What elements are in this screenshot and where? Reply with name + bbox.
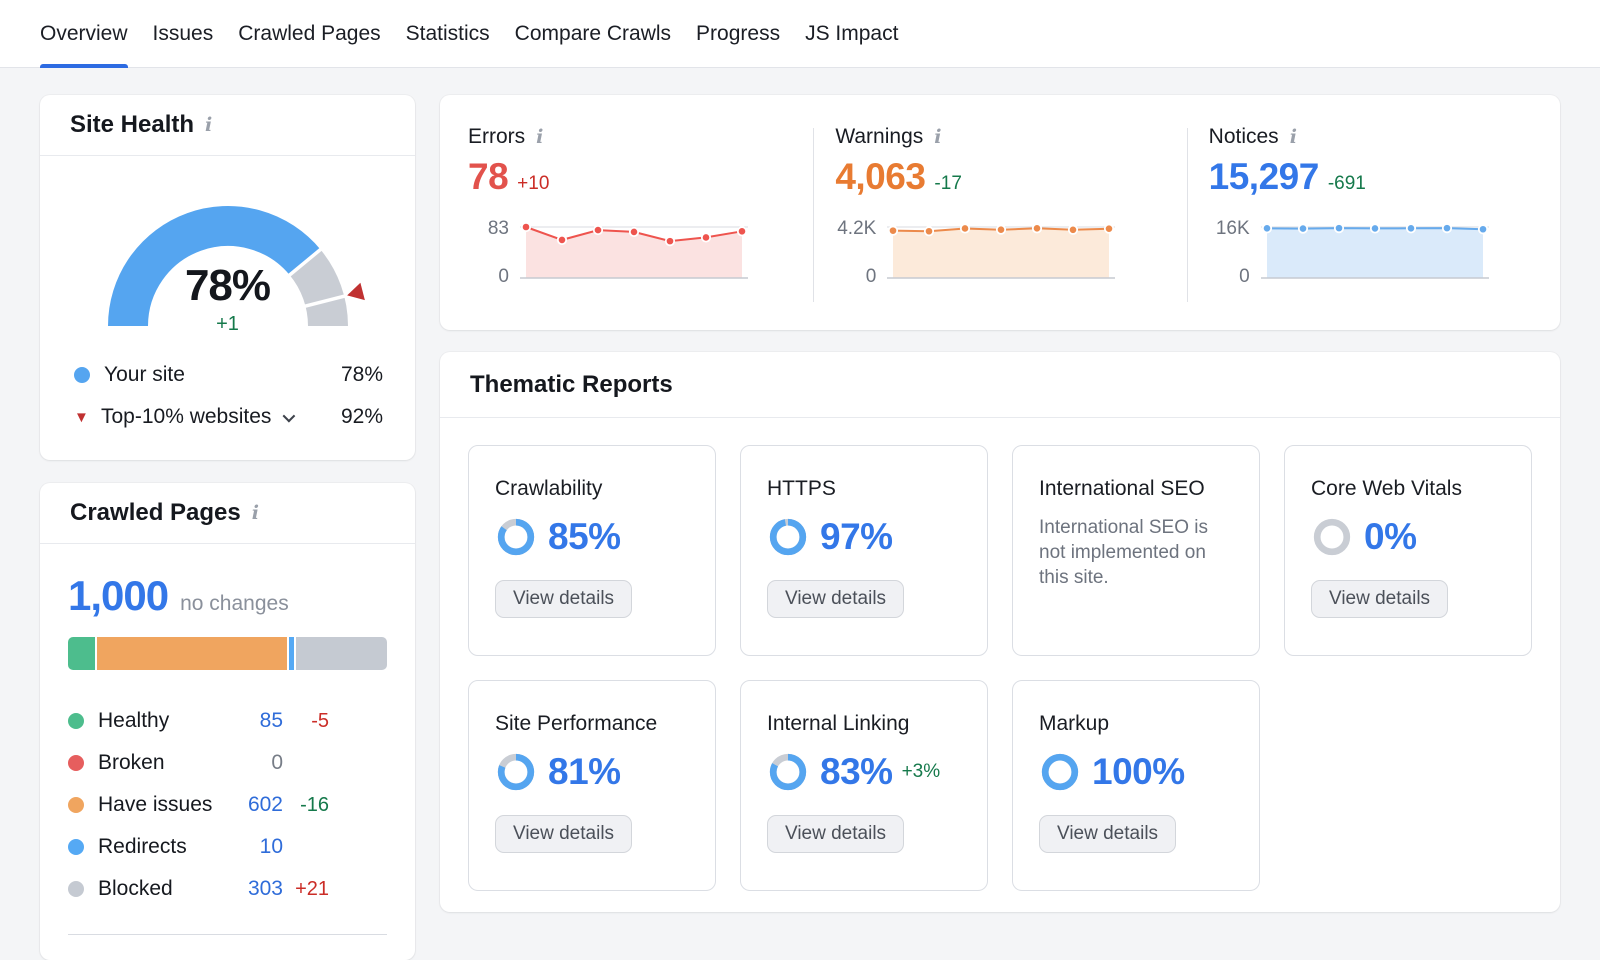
legend-row-broken: Broken 0 [68,742,329,784]
warnings-label: Warnings [835,125,924,148]
bar-segment-blocked [294,637,387,670]
y-axis-labels: 4.2K 0 [837,218,877,287]
thematic-reports-card: Thematic Reports Crawlability 85% View d… [440,352,1560,912]
warnings-trend-chart [887,220,1116,289]
y-axis-labels: 16K 0 [1215,218,1250,287]
crawled-pages-title: Crawled Pages [70,499,241,526]
tab-js-impact[interactable]: JS Impact [805,21,899,45]
donut-chart-icon [1041,753,1079,791]
notices-column: Notices i 15,297 -691 16K 0 [1186,95,1560,330]
crawled-note: no changes [180,592,289,615]
report-international-seo: International SEO International SEO is n… [1012,445,1260,656]
errors-delta: +10 [517,173,550,194]
report-crawlability: Crawlability 85% View details [468,445,716,656]
tab-progress[interactable]: Progress [696,21,781,45]
score-value: 0% [1364,516,1417,557]
notices-value[interactable]: 15,297 [1208,156,1320,197]
score-value: 81% [548,751,621,792]
errors-column: Errors i 78 +10 83 0 [440,95,813,330]
report-markup: Markup 100% View details [1012,680,1260,891]
thematic-reports-title: Thematic Reports [470,370,673,398]
site-health-card: Site Health i 78% +1 Your site 78% ▼ Top… [40,95,415,460]
report-core-web-vitals: Core Web Vitals 0% View details [1284,445,1532,656]
your-site-label: Your site [104,363,185,386]
notices-delta: -691 [1327,173,1366,194]
donut-chart-icon [497,518,535,556]
score-delta: +3% [901,761,941,782]
legend-row-healthy: Healthy 85 -5 [68,700,329,742]
donut-chart-icon [769,518,807,556]
healthy-dot-icon [68,713,84,729]
site-health-title: Site Health [70,111,195,138]
crawled-stacked-bar [68,637,387,670]
legend-your-site: Your site 78% [74,360,383,390]
errors-trend-chart [520,220,748,289]
donut-chart-icon [769,753,807,791]
bar-segment-have-issues [95,637,288,670]
info-icon[interactable]: i [251,501,259,524]
tab-crawled-pages[interactable]: Crawled Pages [238,21,381,45]
gauge-arc [83,184,373,341]
view-details-button[interactable]: View details [767,580,905,618]
notices-label: Notices [1208,125,1279,148]
view-details-button[interactable]: View details [1311,580,1449,618]
view-details-button[interactable]: View details [767,815,905,853]
broken-dot-icon [68,755,84,771]
view-details-button[interactable]: View details [495,815,633,853]
info-icon[interactable]: i [934,125,942,148]
info-icon[interactable]: i [1289,125,1297,148]
view-details-button[interactable]: View details [1039,815,1177,853]
bar-segment-redirects [287,637,295,670]
site-health-score: 78% [184,261,271,310]
score-value: 97% [820,516,893,557]
have-issues-dot-icon [68,797,84,813]
report-site-performance: Site Performance 81% View details [468,680,716,891]
warnings-delta: -17 [934,173,962,194]
tab-bar: Overview Issues Crawled Pages Statistics… [0,0,1600,68]
warnings-value[interactable]: 4,063 [835,156,926,197]
errors-value[interactable]: 78 [468,156,509,197]
donut-chart-icon [497,753,535,791]
site-health-delta: +1 [216,313,239,335]
blocked-dot-icon [68,881,84,897]
tab-statistics[interactable]: Statistics [405,21,490,45]
legend-row-redirects: Redirects 10 [68,826,329,868]
legend-row-have-issues: Have issues 602 -16 [68,784,329,826]
site-health-gauge: 78% +1 [83,184,373,336]
divider [68,934,387,935]
crawled-total[interactable]: 1,000 [68,572,169,619]
crawled-pages-card: Crawled Pages i 1,000 no changes Healthy… [40,483,415,960]
top10-label: Top-10% websites [101,405,272,428]
donut-chart-icon [1313,518,1351,556]
report-description: International SEO is not implemented on … [1039,517,1208,589]
tab-overview[interactable]: Overview [40,0,128,68]
info-icon[interactable]: i [205,113,213,136]
redirects-dot-icon [68,839,84,855]
score-value: 83% [820,751,893,792]
bar-segment-healthy [68,637,96,670]
score-value: 100% [1092,751,1185,792]
your-site-value: 78% [340,363,383,386]
triangle-down-icon: ▼ [74,408,89,426]
notices-trend-chart [1260,220,1489,289]
score-value: 85% [548,516,621,557]
report-internal-linking: Internal Linking 83% +3% View details [740,680,988,891]
your-site-dot-icon [74,367,90,383]
view-details-button[interactable]: View details [495,580,633,618]
info-icon[interactable]: i [536,125,544,148]
legend-top10-websites: ▼ Top-10% websites 92% [74,402,383,432]
tab-compare-crawls[interactable]: Compare Crawls [514,21,672,45]
report-https: HTTPS 97% View details [740,445,988,656]
warnings-column: Warnings i 4,063 -17 4.2K 0 [813,95,1186,330]
tab-issues[interactable]: Issues [152,21,214,45]
legend-row-blocked: Blocked 303 +21 [68,868,329,910]
y-axis-labels: 83 0 [487,218,509,287]
issues-summary-card: Errors i 78 +10 83 0 Warnings i 4,063 -17… [440,95,1560,330]
top10-value: 92% [340,405,383,428]
chevron-down-icon[interactable] [282,409,296,422]
errors-label: Errors [468,125,526,148]
